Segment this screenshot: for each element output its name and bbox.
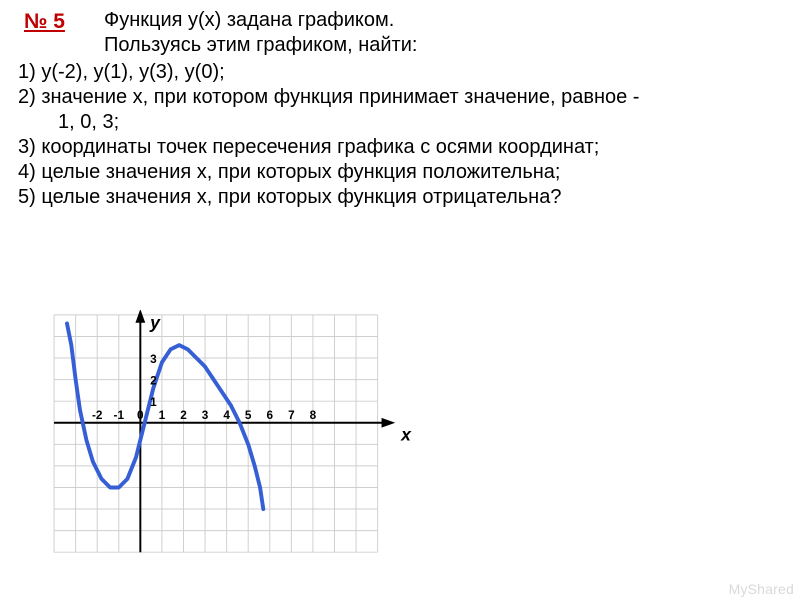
svg-text:5: 5 xyxy=(245,409,252,422)
svg-text:1: 1 xyxy=(150,396,157,409)
task-list: 1) y(-2), y(1), y(3), y(0); 2) значение … xyxy=(18,60,790,210)
intro-line-1: Функция y(x) задана графиком. xyxy=(104,8,417,33)
svg-text:-2: -2 xyxy=(92,409,103,422)
task-item-5: 5) целые значения x, при которых функция… xyxy=(18,185,790,210)
watermark: MyShared xyxy=(729,581,794,597)
graph-container: -2-1012345678123xy xyxy=(48,310,408,570)
svg-text:2: 2 xyxy=(150,375,157,388)
svg-text:3: 3 xyxy=(150,353,157,366)
svg-text:8: 8 xyxy=(310,409,317,422)
svg-text:6: 6 xyxy=(266,409,273,422)
svg-text:7: 7 xyxy=(288,409,295,422)
intro-line-2: Пользуясь этим графиком, найти: xyxy=(104,33,417,58)
svg-text:3: 3 xyxy=(202,409,209,422)
task-item-2b: 1, 0, 3; xyxy=(18,110,790,135)
svg-text:2: 2 xyxy=(180,409,187,422)
task-number: № 5 xyxy=(24,10,65,34)
svg-text:y: y xyxy=(149,313,161,333)
svg-text:-1: -1 xyxy=(114,409,125,422)
task-item-2a: 2) значение x, при котором функция прини… xyxy=(18,85,790,110)
intro-block: Функция y(x) задана графиком. Пользуясь … xyxy=(104,8,417,58)
function-graph: -2-1012345678123xy xyxy=(48,310,418,562)
svg-text:0: 0 xyxy=(137,409,144,422)
task-item-3: 3) координаты точек пересечения графика … xyxy=(18,135,790,160)
task-item-1: 1) y(-2), y(1), y(3), y(0); xyxy=(18,60,790,85)
svg-text:4: 4 xyxy=(223,409,230,422)
task-item-4: 4) целые значения x, при которых функция… xyxy=(18,160,790,185)
svg-text:x: x xyxy=(400,424,412,444)
svg-text:1: 1 xyxy=(159,409,166,422)
